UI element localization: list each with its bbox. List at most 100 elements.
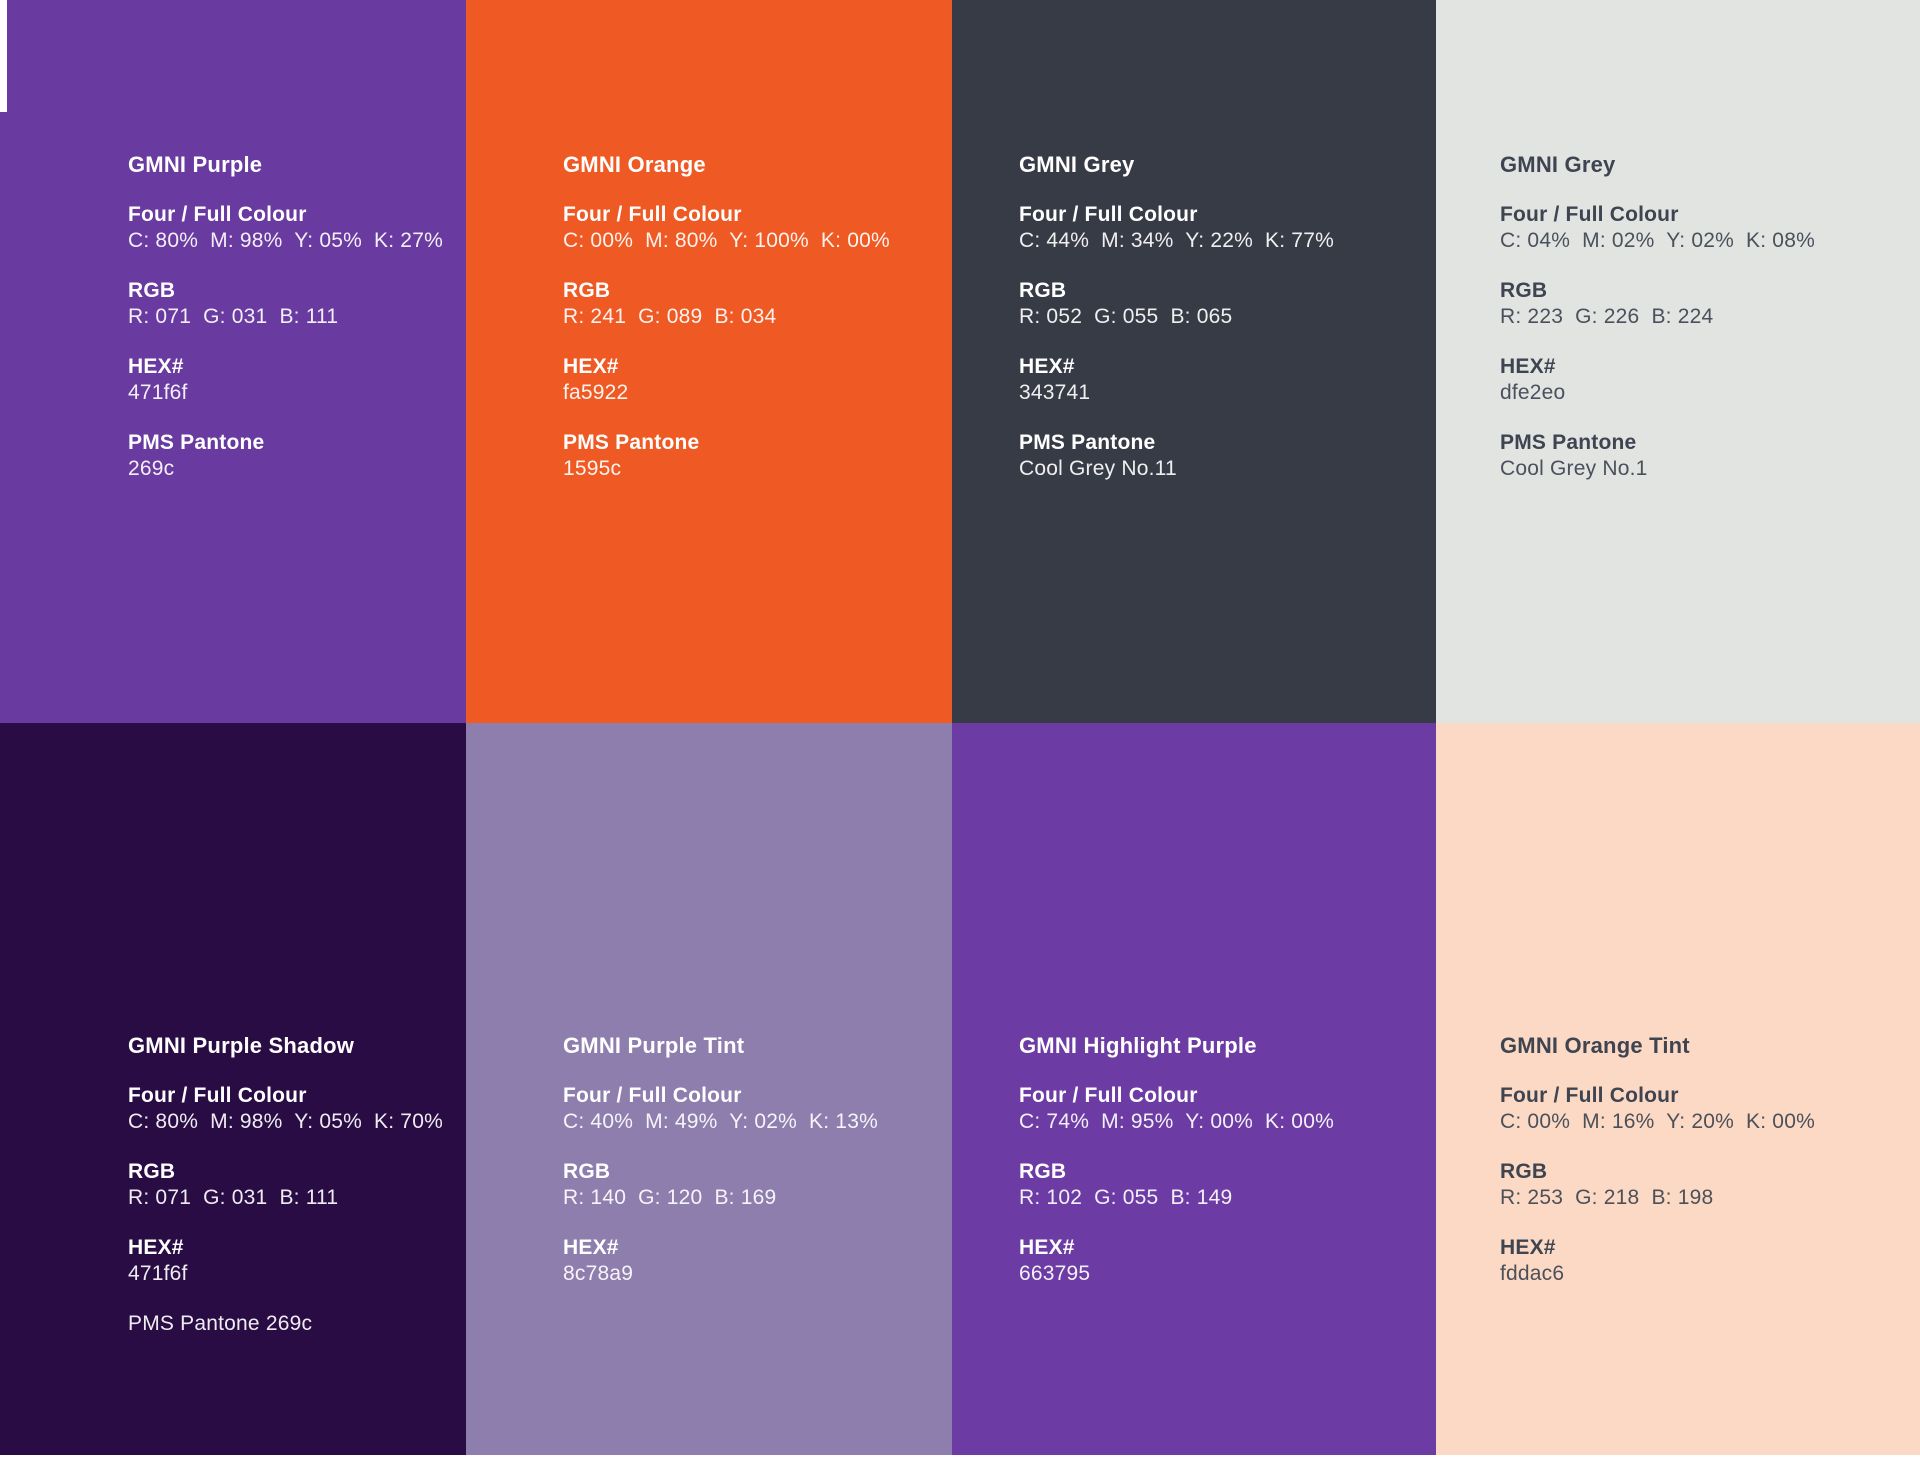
spec-value: R: 223 G: 226 B: 224 bbox=[1500, 305, 1714, 328]
swatch-panel: GMNI Grey Four / Full Colour C: 04% M: 02… bbox=[1436, 0, 1920, 723]
swatch-specs: Four / Full Colour C: 04% M: 02% Y: 02% K… bbox=[1500, 202, 1920, 482]
spec-value: R: 071 G: 031 B: 111 bbox=[128, 305, 339, 328]
spec-group: Four / Full Colour C: 44% M: 34% Y: 22% K… bbox=[1019, 202, 1436, 254]
spec-value: dfe2eo bbox=[1500, 381, 1566, 404]
spec-value: C: 74% M: 95% Y: 00% K: 00% bbox=[1019, 1110, 1334, 1133]
spec-value: 1595c bbox=[563, 457, 622, 480]
spec-group: HEX# dfe2eo bbox=[1500, 354, 1920, 406]
spec-value: 8c78a9 bbox=[563, 1262, 634, 1285]
spec-label: Four / Full Colour bbox=[1019, 203, 1198, 226]
spec-group: PMS Pantone Cool Grey No.1 bbox=[1500, 430, 1920, 482]
spec-group: PMS Pantone 1595c bbox=[563, 430, 952, 482]
spec-label: HEX# bbox=[1500, 1236, 1556, 1259]
spec-group: HEX# 663795 bbox=[1019, 1235, 1436, 1287]
swatch-title: GMNI Purple Shadow bbox=[128, 1033, 355, 1058]
spec-group: RGB R: 052 G: 055 B: 065 bbox=[1019, 278, 1436, 330]
spec-value: C: 00% M: 80% Y: 100% K: 00% bbox=[563, 229, 890, 252]
spec-group: RGB R: 071 G: 031 B: 111 bbox=[128, 1159, 466, 1211]
spec-value: fddac6 bbox=[1500, 1262, 1565, 1285]
spec-label: RGB bbox=[1019, 279, 1067, 302]
spec-value: R: 102 G: 055 B: 149 bbox=[1019, 1186, 1233, 1209]
spec-group: RGB R: 102 G: 055 B: 149 bbox=[1019, 1159, 1436, 1211]
swatch-specs: Four / Full Colour C: 40% M: 49% Y: 02% K… bbox=[563, 1083, 952, 1287]
spec-label: RGB bbox=[128, 1160, 176, 1183]
spec-label: Four / Full Colour bbox=[128, 1084, 307, 1107]
spec-label: RGB bbox=[1019, 1160, 1067, 1183]
spec-group: RGB R: 140 G: 120 B: 169 bbox=[563, 1159, 952, 1211]
swatch-panel: GMNI Grey Four / Full Colour C: 44% M: 34… bbox=[952, 0, 1436, 723]
swatch-title: GMNI Orange Tint bbox=[1500, 1033, 1690, 1058]
swatch-panel: GMNI Purple Tint Four / Full Colour C: 40… bbox=[466, 723, 952, 1460]
swatch-title: GMNI Purple Tint bbox=[563, 1033, 745, 1058]
spec-value: R: 071 G: 031 B: 111 bbox=[128, 1186, 339, 1209]
spec-label: PMS Pantone bbox=[1019, 431, 1156, 454]
spec-label: Four / Full Colour bbox=[1500, 1084, 1679, 1107]
spec-value: C: 40% M: 49% Y: 02% K: 13% bbox=[563, 1110, 878, 1133]
spec-label: HEX# bbox=[1019, 1236, 1075, 1259]
swatch-panel: GMNI Highlight Purple Four / Full Colour… bbox=[952, 723, 1436, 1460]
spec-group: Four / Full Colour C: 74% M: 95% Y: 00% K… bbox=[1019, 1083, 1436, 1135]
spec-value: C: 80% M: 98% Y: 05% K: 70% bbox=[128, 1110, 443, 1133]
spec-group: RGB R: 071 G: 031 B: 111 bbox=[128, 278, 466, 330]
page-edge-corner bbox=[0, 0, 7, 112]
spec-value: Cool Grey No.11 bbox=[1019, 457, 1177, 480]
swatch-specs: Four / Full Colour C: 80% M: 98% Y: 05% K… bbox=[128, 1083, 466, 1337]
swatch-title: GMNI Purple bbox=[128, 152, 263, 177]
swatch-panel: GMNI Orange Four / Full Colour C: 00% M: … bbox=[466, 0, 952, 723]
spec-group: HEX# 471f6f bbox=[128, 1235, 466, 1287]
spec-value: R: 241 G: 089 B: 034 bbox=[563, 305, 777, 328]
spec-value: R: 253 G: 218 B: 198 bbox=[1500, 1186, 1714, 1209]
swatch-title: GMNI Highlight Purple bbox=[1019, 1033, 1257, 1058]
swatch-panel: GMNI Orange Tint Four / Full Colour C: 00… bbox=[1436, 723, 1920, 1460]
spec-label: HEX# bbox=[1500, 355, 1556, 378]
spec-label: Four / Full Colour bbox=[1019, 1084, 1198, 1107]
spec-value: 343741 bbox=[1019, 381, 1091, 404]
swatch-title: GMNI Grey bbox=[1500, 152, 1616, 177]
spec-value: C: 44% M: 34% Y: 22% K: 77% bbox=[1019, 229, 1334, 252]
spec-label: RGB bbox=[1500, 1160, 1548, 1183]
spec-label: PMS Pantone bbox=[1500, 431, 1637, 454]
spec-group: PMS Pantone 269c bbox=[128, 1311, 466, 1337]
swatch-specs: Four / Full Colour C: 00% M: 80% Y: 100% … bbox=[563, 202, 952, 482]
spec-label: RGB bbox=[1500, 279, 1548, 302]
spec-group: RGB R: 253 G: 218 B: 198 bbox=[1500, 1159, 1920, 1211]
spec-value: 471f6f bbox=[128, 381, 188, 404]
spec-value: fa5922 bbox=[563, 381, 629, 404]
spec-group: PMS Pantone 269c bbox=[128, 430, 466, 482]
swatch-specs: Four / Full Colour C: 74% M: 95% Y: 00% K… bbox=[1019, 1083, 1436, 1287]
spec-value: Cool Grey No.1 bbox=[1500, 457, 1648, 480]
spec-value: C: 80% M: 98% Y: 05% K: 27% bbox=[128, 229, 443, 252]
spec-group: HEX# 343741 bbox=[1019, 354, 1436, 406]
swatch-panel: GMNI Purple Four / Full Colour C: 80% M: … bbox=[0, 0, 466, 723]
spec-label: Four / Full Colour bbox=[563, 1084, 742, 1107]
swatch-title: GMNI Grey bbox=[1019, 152, 1135, 177]
spec-group: HEX# 471f6f bbox=[128, 354, 466, 406]
spec-group: HEX# fa5922 bbox=[563, 354, 952, 406]
spec-label: HEX# bbox=[563, 1236, 619, 1259]
spec-group: Four / Full Colour C: 80% M: 98% Y: 05% K… bbox=[128, 1083, 466, 1135]
spec-label: RGB bbox=[128, 279, 176, 302]
spec-label: PMS Pantone bbox=[563, 431, 700, 454]
spec-value: 471f6f bbox=[128, 1262, 188, 1285]
spec-label: HEX# bbox=[128, 355, 184, 378]
spec-label: Four / Full Colour bbox=[563, 203, 742, 226]
page-edge-bottom bbox=[0, 1455, 1920, 1460]
swatch-specs: Four / Full Colour C: 00% M: 16% Y: 20% K… bbox=[1500, 1083, 1920, 1287]
spec-group: Four / Full Colour C: 00% M: 16% Y: 20% K… bbox=[1500, 1083, 1920, 1135]
spec-value: 269c bbox=[128, 457, 175, 480]
swatch-specs: Four / Full Colour C: 80% M: 98% Y: 05% K… bbox=[128, 202, 466, 482]
spec-value: PMS Pantone 269c bbox=[128, 1312, 313, 1335]
spec-label: PMS Pantone bbox=[128, 431, 265, 454]
spec-value: 663795 bbox=[1019, 1262, 1091, 1285]
spec-label: Four / Full Colour bbox=[128, 203, 307, 226]
spec-value: R: 140 G: 120 B: 169 bbox=[563, 1186, 777, 1209]
spec-group: RGB R: 241 G: 089 B: 034 bbox=[563, 278, 952, 330]
spec-label: RGB bbox=[563, 1160, 611, 1183]
spec-label: HEX# bbox=[128, 1236, 184, 1259]
spec-group: Four / Full Colour C: 80% M: 98% Y: 05% K… bbox=[128, 202, 466, 254]
spec-group: PMS Pantone Cool Grey No.11 bbox=[1019, 430, 1436, 482]
spec-value: C: 00% M: 16% Y: 20% K: 00% bbox=[1500, 1110, 1815, 1133]
spec-group: HEX# 8c78a9 bbox=[563, 1235, 952, 1287]
swatch-panel: GMNI Purple Shadow Four / Full Colour C: … bbox=[0, 723, 466, 1460]
spec-label: RGB bbox=[563, 279, 611, 302]
